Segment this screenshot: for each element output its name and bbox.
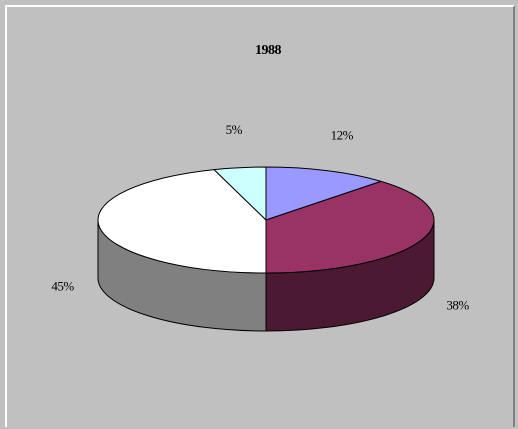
data-label-1: 12% [331, 127, 354, 142]
pie-slice-4 [213, 166, 267, 221]
chart-title: 1988 [255, 43, 282, 58]
data-label-2: 38% [446, 298, 469, 313]
pie-slice-2 [265, 180, 435, 274]
pie-slice-3 [97, 169, 267, 274]
data-label-4: 5% [226, 122, 243, 137]
pie-slice-1 [265, 166, 382, 221]
data-label-3: 45% [51, 278, 74, 293]
